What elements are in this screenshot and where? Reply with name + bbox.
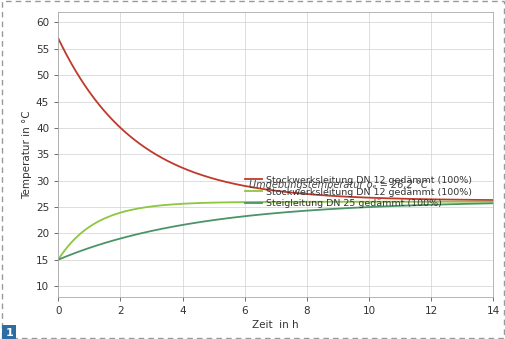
Steigleitung DN 25 gedämmt (100%) (77, 249, 83, 253)
Y-axis label: Temperatur in °C: Temperatur in °C (22, 110, 32, 199)
Stockwerksleitung DN 12 gedämmt (100%) (77, 232, 83, 236)
Steigleitung DN 25 gedämmt (100%) (489, 201, 495, 205)
Stockwerksleitung DN 12 gedämmt (100%) (266, 200, 272, 204)
Stockwerksleitung DN 12 gedämmt (100%) (266, 188, 272, 192)
Line: Stockwerksleitung DN 12 gedämmt (100%): Stockwerksleitung DN 12 gedämmt (100%) (58, 202, 492, 260)
Stockwerksleitung DN 12 gedämmt (100%) (397, 197, 403, 201)
Steigleitung DN 25 gedämmt (100%) (477, 201, 483, 205)
Stockwerksleitung DN 12 gedämmt (100%) (55, 36, 61, 40)
Stockwerksleitung DN 12 gedämmt (100%) (477, 200, 483, 204)
Stockwerksleitung DN 12 gedämmt (100%) (489, 200, 495, 204)
Stockwerksleitung DN 12 gedämmt (100%) (489, 198, 495, 202)
Legend: Stockwerksleitung DN 12 gedämmt (100%), Stockwerksleitung DN 12 gedämmt (100%), : Stockwerksleitung DN 12 gedämmt (100%), … (241, 172, 475, 212)
Steigleitung DN 25 gedämmt (100%) (255, 213, 261, 217)
X-axis label: Zeit  in h: Zeit in h (252, 320, 298, 330)
Stockwerksleitung DN 12 gedämmt (100%) (255, 200, 261, 204)
Steigleitung DN 25 gedämmt (100%) (266, 212, 272, 216)
Stockwerksleitung DN 12 gedämmt (100%) (477, 198, 483, 202)
Steigleitung DN 25 gedämmt (100%) (477, 201, 483, 205)
Stockwerksleitung DN 12 gedämmt (100%) (77, 77, 83, 81)
Text: Umgebungstemperatur ϙₑ = 26,2 °C: Umgebungstemperatur ϙₑ = 26,2 °C (249, 180, 427, 190)
Text: 1: 1 (5, 328, 13, 338)
Line: Steigleitung DN 25 gedämmt (100%): Steigleitung DN 25 gedämmt (100%) (58, 203, 492, 260)
Steigleitung DN 25 gedämmt (100%) (397, 204, 403, 208)
Stockwerksleitung DN 12 gedämmt (100%) (477, 200, 483, 204)
Stockwerksleitung DN 12 gedämmt (100%) (255, 186, 261, 190)
Stockwerksleitung DN 12 gedämmt (100%) (397, 200, 403, 204)
Stockwerksleitung DN 12 gedämmt (100%) (477, 198, 483, 202)
Stockwerksleitung DN 12 gedämmt (100%) (55, 258, 61, 262)
Line: Stockwerksleitung DN 12 gedämmt (100%): Stockwerksleitung DN 12 gedämmt (100%) (58, 38, 492, 200)
Steigleitung DN 25 gedämmt (100%) (55, 258, 61, 262)
